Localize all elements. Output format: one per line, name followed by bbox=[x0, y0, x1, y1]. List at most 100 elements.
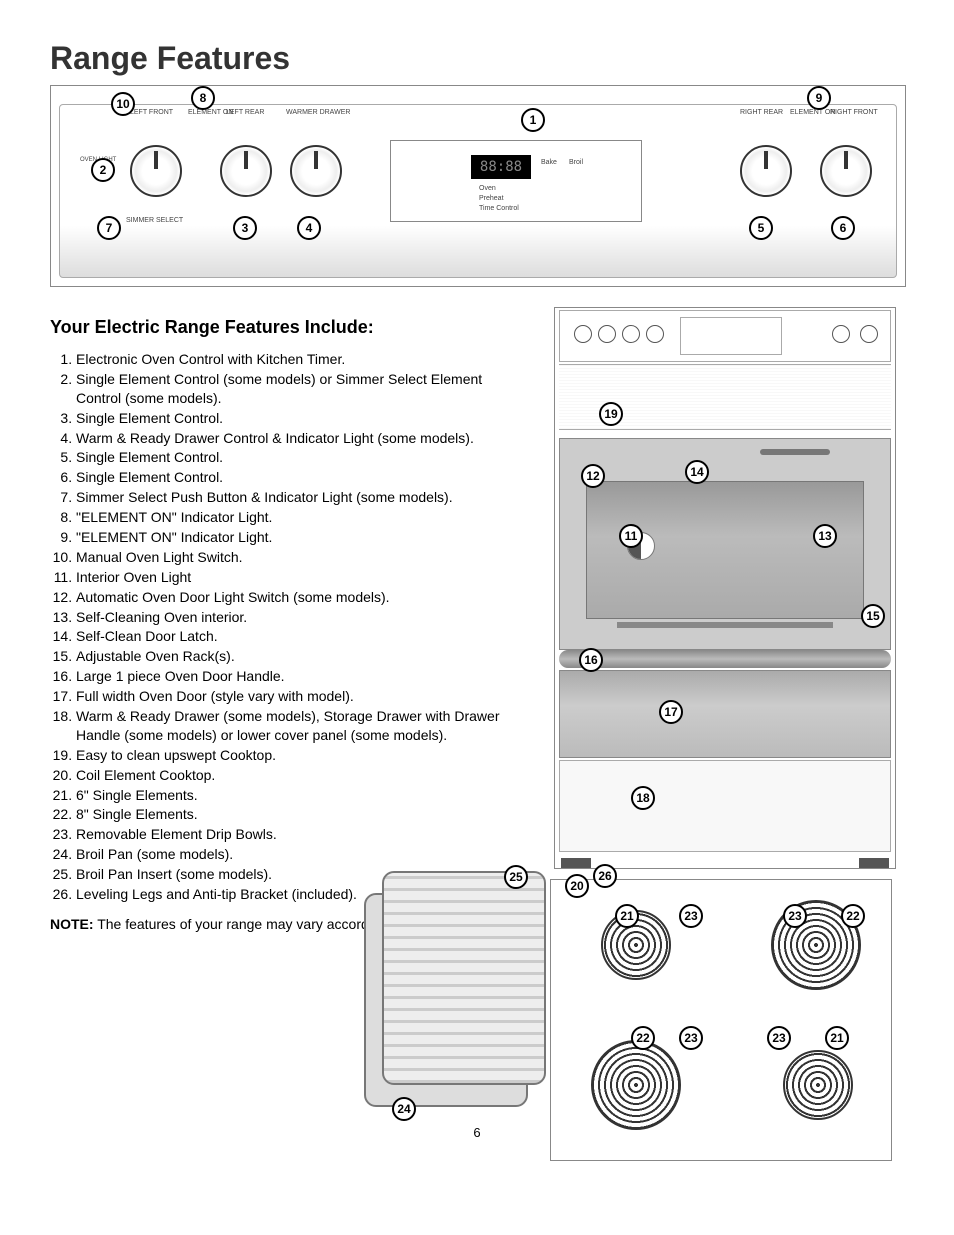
callout-9: 9 bbox=[807, 86, 831, 110]
feature-list: Electronic Oven Control with Kitchen Tim… bbox=[50, 350, 530, 904]
callout-19: 19 bbox=[599, 402, 623, 426]
rf-oven-door bbox=[559, 670, 891, 758]
oven-light-dot: Oven bbox=[479, 185, 496, 192]
callout-15: 15 bbox=[861, 604, 885, 628]
rf-knob bbox=[860, 325, 878, 343]
feature-item: Electronic Oven Control with Kitchen Tim… bbox=[76, 350, 530, 369]
feature-item: Single Element Control. bbox=[76, 468, 530, 487]
page: Range Features 88:88 Bake Broil Oven Pre… bbox=[0, 0, 954, 1160]
callout-22: 22 bbox=[841, 904, 865, 928]
knob-left-rear bbox=[220, 145, 272, 197]
feature-item: Simmer Select Push Button & Indicator Li… bbox=[76, 488, 530, 507]
features-heading: Your Electric Range Features Include: bbox=[50, 317, 530, 338]
feature-item: Adjustable Oven Rack(s). bbox=[76, 647, 530, 666]
rf-drawer bbox=[559, 760, 891, 852]
feature-item: Single Element Control. bbox=[76, 448, 530, 467]
callout-7: 7 bbox=[97, 216, 121, 240]
knob-left-front bbox=[130, 145, 182, 197]
feature-item: Self-Clean Door Latch. bbox=[76, 627, 530, 646]
label-right-rear: RIGHT REAR bbox=[740, 109, 783, 116]
feature-item: "ELEMENT ON" Indicator Light. bbox=[76, 528, 530, 547]
broil-pan-insert bbox=[382, 871, 546, 1085]
feature-item: Interior Oven Light bbox=[76, 568, 530, 587]
callout-2: 2 bbox=[91, 158, 115, 182]
electronic-oven-control: 88:88 Bake Broil Oven Preheat Time Contr… bbox=[390, 140, 642, 222]
label-warmer: WARMER DRAWER bbox=[286, 109, 350, 116]
callout-23: 23 bbox=[783, 904, 807, 928]
callout-23: 23 bbox=[679, 904, 703, 928]
knob-warmer bbox=[290, 145, 342, 197]
broil-pan-diagram: 2425 bbox=[364, 871, 544, 1111]
callout-17: 17 bbox=[659, 700, 683, 724]
feature-item: Manual Oven Light Switch. bbox=[76, 548, 530, 567]
feature-item: Coil Element Cooktop. bbox=[76, 766, 530, 785]
feature-item: Easy to clean upswept Cooktop. bbox=[76, 746, 530, 765]
callout-22: 22 bbox=[631, 1026, 655, 1050]
callout-13: 13 bbox=[813, 524, 837, 548]
callout-21: 21 bbox=[615, 904, 639, 928]
callout-1: 1 bbox=[521, 108, 545, 132]
feature-item: Large 1 piece Oven Door Handle. bbox=[76, 667, 530, 686]
callout-23: 23 bbox=[767, 1026, 791, 1050]
rf-oven-interior bbox=[586, 481, 864, 619]
feature-item: Single Element Control. bbox=[76, 409, 530, 428]
knob-right-rear bbox=[740, 145, 792, 197]
page-title: Range Features bbox=[50, 40, 904, 77]
rf-leg-right bbox=[859, 858, 889, 868]
label-element-on-r: ELEMENT ON bbox=[790, 109, 835, 116]
rf-knob bbox=[598, 325, 616, 343]
knob-right-front bbox=[820, 145, 872, 197]
time-ctrl-dot: Time Control bbox=[479, 205, 519, 212]
panel-inner: 88:88 Bake Broil Oven Preheat Time Contr… bbox=[59, 104, 897, 278]
feature-item: 6" Single Elements. bbox=[76, 786, 530, 805]
callout-26: 26 bbox=[593, 864, 617, 888]
lower-row: 2425 bbox=[50, 871, 904, 1111]
feature-item: Removable Element Drip Bowls. bbox=[76, 825, 530, 844]
feature-item: Broil Pan (some models). bbox=[76, 845, 530, 864]
rf-leg-left bbox=[561, 858, 591, 868]
feature-item: Single Element Control (some models) or … bbox=[76, 370, 530, 408]
rf-display bbox=[680, 317, 782, 355]
callout-6: 6 bbox=[831, 216, 855, 240]
label-right-front: RIGHT FRONT bbox=[830, 109, 878, 116]
rf-control-panel bbox=[559, 310, 891, 362]
rf-oven bbox=[559, 438, 891, 650]
callout-10: 10 bbox=[111, 92, 135, 116]
preheat-dot: Preheat bbox=[479, 195, 504, 202]
bake-label: Bake bbox=[541, 159, 557, 166]
callout-5: 5 bbox=[749, 216, 773, 240]
rf-rack bbox=[617, 622, 833, 628]
callout-8: 8 bbox=[191, 86, 215, 110]
range-front-diagram: 11121314151617181926 bbox=[554, 307, 896, 869]
callout-21: 21 bbox=[825, 1026, 849, 1050]
digital-clock: 88:88 bbox=[471, 155, 531, 179]
feature-item: Automatic Oven Door Light Switch (some m… bbox=[76, 588, 530, 607]
rf-door-handle bbox=[559, 650, 891, 668]
feature-item: Warm & Ready Drawer Control & Indicator … bbox=[76, 429, 530, 448]
callout-25: 25 bbox=[504, 865, 528, 889]
feature-item: Self-Cleaning Oven interior. bbox=[76, 608, 530, 627]
label-left-rear: LEFT REAR bbox=[226, 109, 264, 116]
rf-knob bbox=[574, 325, 592, 343]
rf-knob bbox=[646, 325, 664, 343]
callout-18: 18 bbox=[631, 786, 655, 810]
feature-item: 8" Single Elements. bbox=[76, 805, 530, 824]
feature-item: Warm & Ready Drawer (some models), Stora… bbox=[76, 707, 530, 745]
callout-11: 11 bbox=[619, 524, 643, 548]
callout-23: 23 bbox=[679, 1026, 703, 1050]
callout-24: 24 bbox=[392, 1097, 416, 1121]
feature-item: Full width Oven Door (style vary with mo… bbox=[76, 687, 530, 706]
broil-label: Broil bbox=[569, 159, 583, 166]
label-left-front: LEFT FRONT bbox=[130, 109, 173, 116]
callout-3: 3 bbox=[233, 216, 257, 240]
callout-16: 16 bbox=[579, 648, 603, 672]
callout-14: 14 bbox=[685, 460, 709, 484]
rf-latch bbox=[760, 449, 830, 455]
feature-item: "ELEMENT ON" Indicator Light. bbox=[76, 508, 530, 527]
callout-12: 12 bbox=[581, 464, 605, 488]
rf-knob bbox=[832, 325, 850, 343]
callout-4: 4 bbox=[297, 216, 321, 240]
control-panel-diagram: 88:88 Bake Broil Oven Preheat Time Contr… bbox=[50, 85, 906, 287]
callout-20: 20 bbox=[565, 874, 589, 898]
rf-knob bbox=[622, 325, 640, 343]
